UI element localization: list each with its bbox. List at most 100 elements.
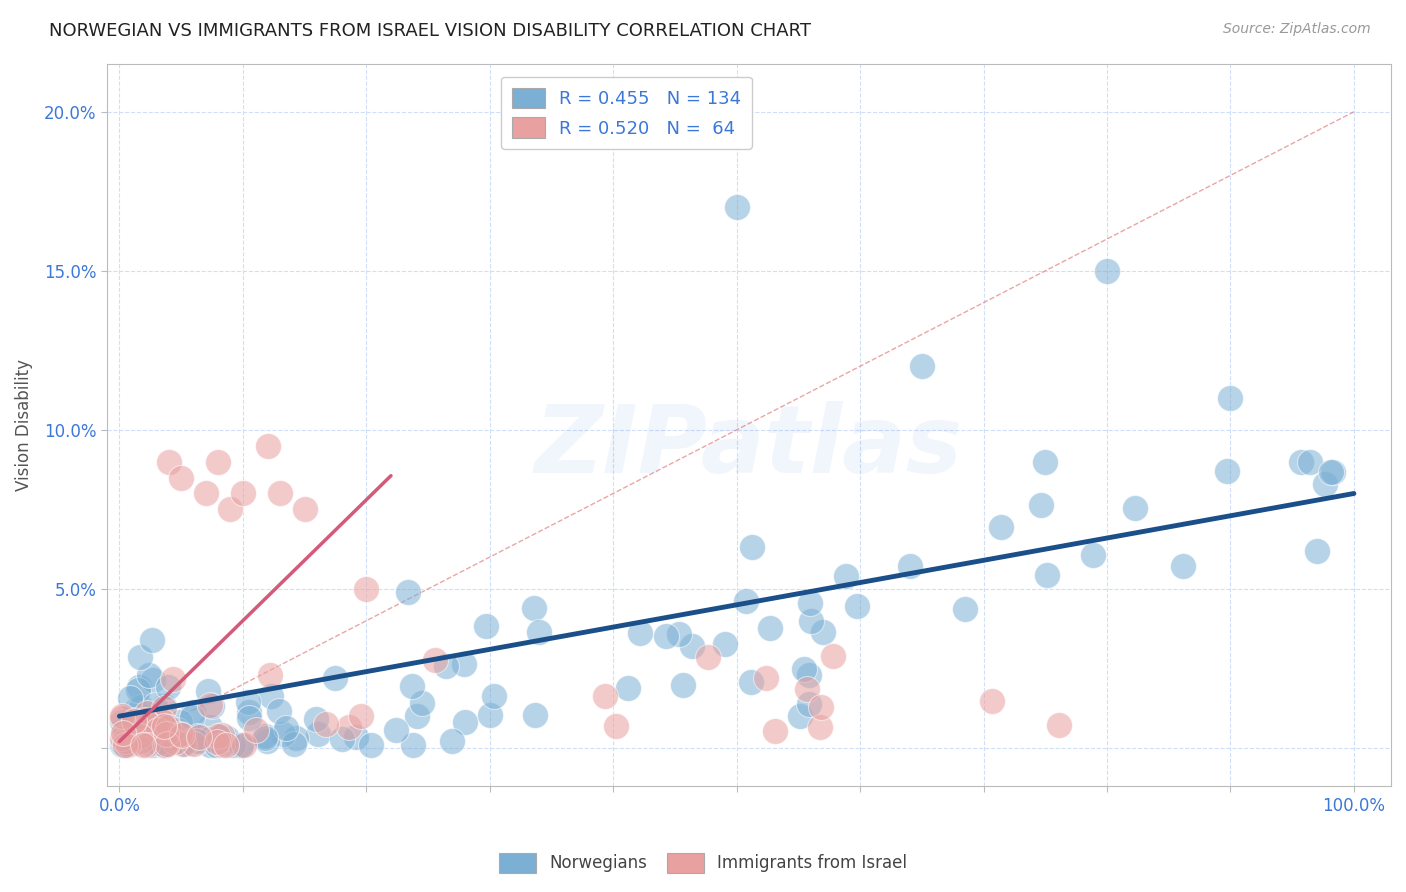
Point bbox=[654, 629, 676, 643]
Point bbox=[170, 470, 193, 484]
Point bbox=[755, 671, 778, 685]
Point bbox=[356, 582, 378, 596]
Point bbox=[1047, 717, 1070, 731]
Point bbox=[135, 706, 157, 720]
Point bbox=[474, 618, 496, 632]
Point bbox=[238, 695, 260, 709]
Point bbox=[294, 502, 316, 516]
Point bbox=[152, 700, 174, 714]
Point bbox=[482, 689, 505, 703]
Point bbox=[155, 738, 177, 752]
Point bbox=[811, 624, 834, 639]
Point bbox=[117, 717, 139, 731]
Point bbox=[145, 723, 167, 737]
Point bbox=[315, 717, 337, 731]
Point bbox=[176, 734, 198, 748]
Point bbox=[111, 726, 134, 740]
Point bbox=[337, 720, 360, 734]
Point bbox=[122, 737, 145, 751]
Point bbox=[148, 736, 170, 750]
Point bbox=[713, 637, 735, 651]
Point bbox=[411, 696, 433, 710]
Point bbox=[238, 705, 260, 719]
Point bbox=[198, 720, 221, 734]
Point bbox=[148, 732, 170, 747]
Point bbox=[145, 714, 167, 729]
Point bbox=[111, 738, 134, 752]
Point bbox=[129, 729, 152, 743]
Point bbox=[593, 689, 616, 703]
Point bbox=[630, 626, 652, 640]
Point bbox=[188, 730, 211, 744]
Point bbox=[759, 621, 782, 635]
Point bbox=[1306, 544, 1329, 558]
Point bbox=[156, 720, 179, 734]
Point bbox=[527, 625, 550, 640]
Point bbox=[402, 738, 425, 752]
Point bbox=[1036, 568, 1059, 582]
Point bbox=[169, 715, 191, 730]
Point bbox=[143, 698, 166, 712]
Point bbox=[799, 698, 821, 712]
Point bbox=[170, 728, 193, 742]
Point bbox=[1171, 559, 1194, 574]
Point bbox=[148, 723, 170, 737]
Point bbox=[111, 709, 134, 723]
Point bbox=[131, 699, 153, 714]
Point bbox=[256, 439, 278, 453]
Point bbox=[134, 713, 156, 727]
Point bbox=[401, 679, 423, 693]
Point bbox=[523, 601, 546, 615]
Point bbox=[1033, 455, 1056, 469]
Point bbox=[138, 717, 160, 731]
Point bbox=[283, 737, 305, 751]
Point bbox=[194, 486, 217, 500]
Point bbox=[269, 705, 291, 719]
Point bbox=[180, 710, 202, 724]
Point bbox=[111, 731, 134, 746]
Point bbox=[124, 714, 146, 728]
Point bbox=[793, 662, 815, 676]
Point bbox=[697, 650, 720, 665]
Point bbox=[136, 738, 159, 752]
Point bbox=[163, 734, 186, 748]
Point bbox=[180, 736, 202, 750]
Point bbox=[152, 723, 174, 738]
Point bbox=[668, 626, 690, 640]
Point bbox=[305, 712, 328, 726]
Point bbox=[284, 731, 307, 746]
Point bbox=[763, 723, 786, 738]
Point bbox=[201, 699, 224, 714]
Point bbox=[1219, 391, 1241, 405]
Point bbox=[1298, 455, 1320, 469]
Point bbox=[207, 729, 229, 743]
Legend: R = 0.455   N = 134, R = 0.520   N =  64: R = 0.455 N = 134, R = 0.520 N = 64 bbox=[501, 77, 752, 149]
Point bbox=[155, 727, 177, 741]
Point bbox=[800, 614, 823, 628]
Point bbox=[735, 594, 758, 608]
Point bbox=[198, 698, 221, 712]
Point bbox=[115, 731, 138, 746]
Point bbox=[741, 540, 763, 554]
Point bbox=[1029, 498, 1052, 512]
Point bbox=[111, 711, 134, 725]
Point bbox=[166, 723, 188, 737]
Point bbox=[259, 667, 281, 681]
Point bbox=[1320, 465, 1343, 479]
Point bbox=[1081, 548, 1104, 562]
Point bbox=[323, 671, 346, 685]
Point bbox=[478, 707, 501, 722]
Point bbox=[229, 738, 252, 752]
Point bbox=[197, 684, 219, 698]
Point bbox=[789, 708, 811, 723]
Point bbox=[360, 738, 382, 752]
Point bbox=[114, 733, 136, 747]
Point bbox=[245, 723, 267, 738]
Point bbox=[129, 723, 152, 738]
Point bbox=[405, 709, 427, 723]
Point bbox=[162, 672, 184, 686]
Point bbox=[330, 731, 353, 746]
Point bbox=[222, 738, 245, 752]
Point bbox=[153, 738, 176, 752]
Point bbox=[156, 680, 179, 694]
